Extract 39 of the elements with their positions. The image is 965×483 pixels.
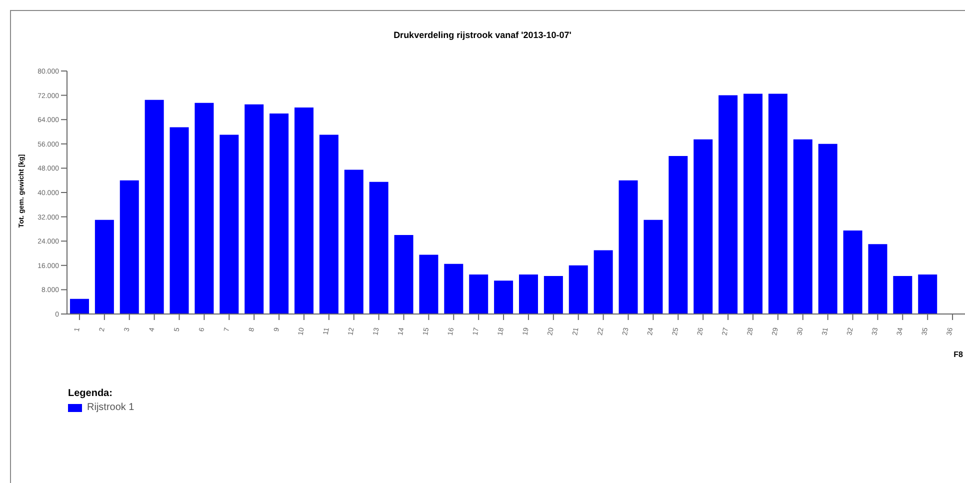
bar <box>194 102 214 314</box>
bar <box>518 274 538 314</box>
bar <box>469 274 488 314</box>
bar <box>544 276 563 314</box>
bar <box>94 220 114 314</box>
bar <box>718 95 738 314</box>
bar <box>244 104 264 314</box>
bar <box>918 274 938 314</box>
bar <box>120 180 139 314</box>
bar <box>618 180 638 314</box>
bar <box>644 220 663 314</box>
bar <box>494 280 514 314</box>
bar <box>793 139 812 314</box>
bar <box>668 156 688 314</box>
bar <box>419 254 438 314</box>
bar <box>220 134 239 314</box>
bar <box>344 170 364 314</box>
bar <box>394 235 414 314</box>
bar <box>294 107 314 314</box>
bar <box>768 94 788 314</box>
text: F8 <box>954 350 963 359</box>
bar <box>568 265 588 314</box>
bar <box>694 139 713 314</box>
legend-label: Rijstrook 1 <box>86 402 134 413</box>
bar <box>369 182 388 314</box>
bar <box>319 134 338 314</box>
bar <box>818 144 838 314</box>
bar <box>144 100 164 314</box>
bar <box>743 94 762 314</box>
chart-title: Drukverdeling rijstrook vanaf '2013-10-07' <box>392 30 572 40</box>
bar <box>594 250 613 314</box>
legend-title: Legenda: <box>68 388 114 399</box>
bar <box>170 127 189 314</box>
bar <box>70 298 89 314</box>
bar <box>270 114 289 314</box>
bar <box>893 276 912 314</box>
bar <box>444 264 464 314</box>
bar <box>843 230 862 314</box>
bar <box>868 244 888 314</box>
